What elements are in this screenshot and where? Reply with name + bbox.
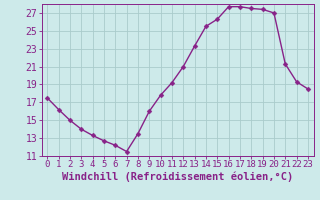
X-axis label: Windchill (Refroidissement éolien,°C): Windchill (Refroidissement éolien,°C)	[62, 172, 293, 182]
